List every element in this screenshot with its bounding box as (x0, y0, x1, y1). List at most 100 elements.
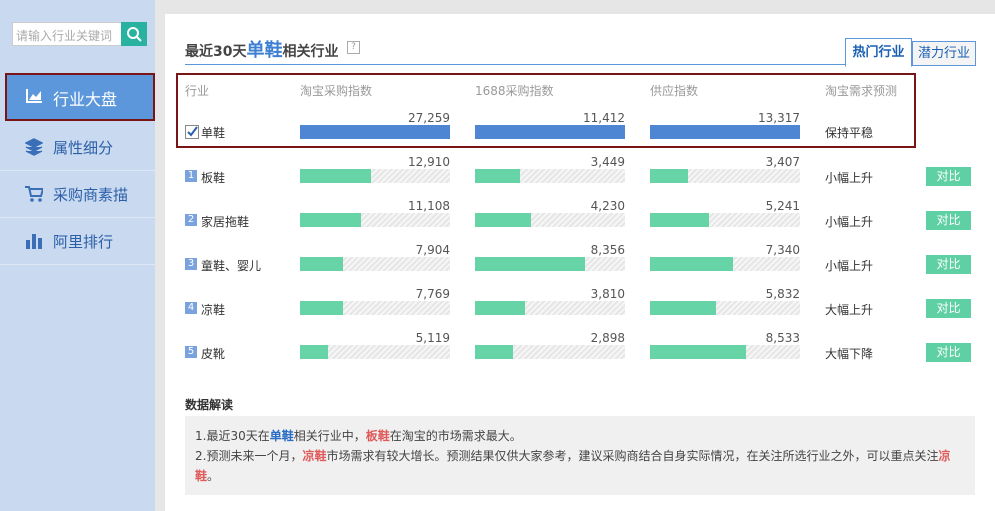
value-label: 3,407 (765, 155, 800, 169)
nav-item[interactable]: 行业大盘 (5, 73, 155, 121)
analysis-text: 。 (207, 469, 220, 483)
tab[interactable]: 潜力行业 (912, 41, 976, 66)
search-box[interactable]: 请输入行业关键词 (12, 22, 122, 46)
value-label: 5,241 (765, 199, 800, 213)
rank-badge: 5 (185, 346, 197, 358)
value-label: 13,317 (758, 111, 800, 125)
bar (650, 301, 716, 315)
row-name: 单鞋 (201, 126, 226, 140)
compare-button[interactable]: 对比 (926, 343, 971, 362)
bar (300, 125, 450, 139)
row-name: 板鞋 (201, 171, 226, 185)
nav-icon (24, 138, 44, 156)
nav-icon (25, 232, 43, 250)
rank-badge: 3 (185, 258, 197, 270)
rank-badge: 4 (185, 302, 197, 314)
analysis-text: 单鞋 (269, 429, 294, 443)
title-part: 最近30天 (185, 44, 247, 60)
nav-label: 属性细分 (53, 139, 114, 157)
compare-button[interactable]: 对比 (926, 299, 971, 318)
bar (300, 257, 344, 271)
analysis-text: 相关行业中， (293, 429, 366, 443)
column-header: 1688采购指数 (475, 84, 554, 98)
nav-item[interactable]: 属性细分 (0, 123, 155, 171)
row-name: 家居拖鞋 (201, 215, 250, 229)
rank-badge: 1 (185, 170, 197, 182)
bar (650, 169, 689, 183)
icon (25, 186, 45, 202)
analysis-text: 凉鞋 (302, 449, 327, 463)
value-label: 11,108 (408, 199, 450, 213)
compare-button[interactable]: 对比 (926, 211, 971, 230)
value-label: 7,769 (415, 287, 450, 301)
bar (650, 213, 710, 227)
value-label: 5,832 (765, 287, 800, 301)
bar (475, 345, 514, 359)
row-name: 皮靴 (201, 347, 226, 361)
value-label: 5,119 (415, 331, 450, 345)
nav-icon (25, 185, 45, 203)
bar (650, 257, 733, 271)
compare-button[interactable]: 对比 (926, 255, 971, 274)
tab[interactable]: 热门行业 (845, 38, 912, 67)
nav-icon (25, 87, 43, 105)
icon (26, 234, 42, 249)
header-rule (185, 64, 845, 65)
nav-item[interactable]: 采购商素描 (0, 170, 155, 218)
forecast: 小幅上升 (825, 259, 874, 273)
value-label: 7,340 (765, 243, 800, 257)
analysis-text: 1.最近30天在 (195, 429, 270, 443)
bar (475, 257, 585, 271)
bar (650, 125, 800, 139)
analysis-text: 凉鞋 (195, 449, 951, 483)
column-header: 淘宝采购指数 (300, 84, 373, 98)
value-label: 3,810 (590, 287, 625, 301)
value-label: 11,412 (583, 111, 625, 125)
icon (26, 89, 42, 103)
nav-item[interactable]: 阿里排行 (0, 217, 155, 265)
analysis-line: 2.预测未来一个月，凉鞋市场需求有较大增长。预测结果仅供大家参考，建议采购商结合… (195, 446, 965, 486)
header-title: 最近30天单鞋相关行业 (185, 36, 338, 62)
column-header: 供应指数 (650, 84, 699, 98)
value-label: 2,898 (590, 331, 625, 345)
highlight-box (176, 73, 916, 148)
bar (475, 125, 625, 139)
value-label: 7,904 (415, 243, 450, 257)
bar (475, 301, 526, 315)
value-label: 4,230 (590, 199, 625, 213)
row-name: 童鞋、婴儿 (201, 259, 262, 273)
value-label: 27,259 (408, 111, 450, 125)
compare-button[interactable]: 对比 (926, 167, 971, 186)
checkbox[interactable] (185, 125, 199, 139)
rank-badge: 2 (185, 214, 197, 226)
value-label: 12,910 (408, 155, 450, 169)
bar (475, 169, 521, 183)
forecast: 保持平稳 (825, 126, 874, 140)
analysis-title: 数据解读 (185, 398, 234, 412)
forecast: 大幅下降 (825, 347, 874, 361)
bar (300, 213, 362, 227)
help-icon[interactable]: ? (347, 41, 360, 54)
bar (475, 213, 531, 227)
analysis-text: 2.预测未来一个月， (195, 449, 303, 463)
value-label: 8,356 (590, 243, 625, 257)
check (187, 126, 198, 137)
forecast: 小幅上升 (825, 171, 874, 185)
search-button[interactable] (121, 22, 147, 46)
title-part: 相关行业 (282, 44, 339, 60)
search-placeholder: 请输入行业关键词 (16, 29, 113, 43)
bar (300, 301, 343, 315)
analysis-text: 市场需求有较大增长。预测结果仅供大家参考，建议采购商结合自身实际情况，在关注所选… (326, 449, 939, 463)
value-label: 8,533 (765, 331, 800, 345)
column-header: 淘宝需求预测 (825, 84, 898, 98)
forecast: 小幅上升 (825, 215, 874, 229)
bar (650, 345, 747, 359)
row-name: 凉鞋 (201, 303, 226, 317)
nav-label: 阿里排行 (53, 233, 114, 251)
forecast: 大幅上升 (825, 303, 874, 317)
title-part: 单鞋 (246, 40, 283, 61)
analysis-box: 1.最近30天在单鞋相关行业中，板鞋在淘宝的市场需求最大。 2.预测未来一个月，凉… (185, 416, 975, 495)
value-label: 3,449 (590, 155, 625, 169)
nav-label: 采购商素描 (53, 186, 129, 204)
